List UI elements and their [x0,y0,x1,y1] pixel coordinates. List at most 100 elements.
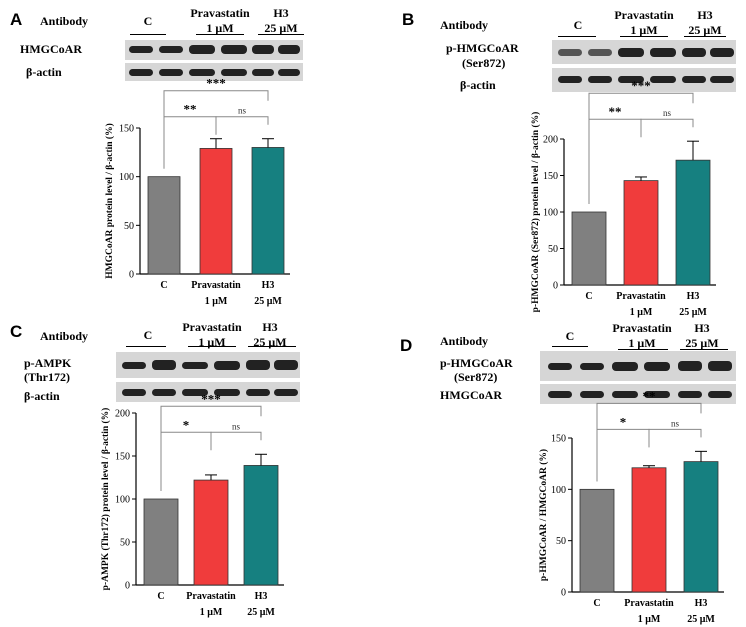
group-underline [188,346,236,347]
bar [675,159,711,286]
group-sublabel-pravastatin: 1 μM [206,21,234,35]
blot-band [246,389,270,396]
blot-band [129,69,153,76]
blot-band [129,46,153,53]
x-tick-label: H3 [262,280,275,291]
group-underline [680,349,728,350]
significance-label: ** [609,104,622,119]
group-underline [684,36,726,37]
bar [143,498,179,586]
blot-label: HMGCoAR [20,42,82,56]
blot-label-2: (Ser872) [462,56,506,70]
y-tick-label: 0 [129,270,134,281]
group-label-pravastatin: Pravastatin [182,320,242,334]
y-tick-label: 150 [551,434,566,445]
blot-band [682,76,706,83]
blot-label: p-HMGCoAR [446,41,519,55]
group-label-h3: H3 [273,6,289,20]
panel-letter: A [10,10,23,29]
group-label-pravastatin: Pravastatin [614,8,674,22]
y-tick-label: 150 [115,452,130,463]
blot-band [708,391,732,398]
group-sublabel-h3: 25 μM [688,23,722,37]
significance-bracket [215,116,269,125]
blot-band [612,362,638,371]
blot-band [159,46,183,53]
group-underline [258,34,304,35]
y-tick-label: 50 [548,244,558,255]
blot-band [618,48,644,57]
x-tick-label: Pravastatin [191,280,241,291]
group-sublabel-h3: 25 μM [264,21,298,35]
x-tick-label: C [585,291,592,302]
blot-band [558,76,582,83]
x-tick-label: C [157,591,164,602]
significance-label: ns [671,418,680,428]
significance-bracket [210,431,262,441]
blot-band [650,76,676,83]
western-blot-strip [540,351,736,381]
x-tick-label: H3 [695,598,708,609]
blot-band [278,69,300,76]
group-sublabel-h3: 25 μM [685,336,719,350]
bar [623,180,659,286]
x-tick-sublabel: 25 μM [679,307,707,318]
y-axis-label: p-HMGCoAR / HMGCoAR (%) [538,449,549,581]
group-underline [618,349,668,350]
western-blot-strip [116,382,300,402]
group-label-h3: H3 [697,8,713,22]
blot-band [221,69,247,76]
significance-bracket [640,118,694,128]
x-tick-label: C [160,280,167,291]
y-axis-label: p-AMPK (Thr172) protein level / β-actin … [100,408,111,591]
group-underline [126,346,166,347]
western-blot-strip [552,40,736,64]
group-label-control: C [565,329,575,343]
group-underline [196,34,244,35]
western-blot-strip [552,68,736,92]
significance-label: * [183,417,190,432]
group-underline [248,346,296,347]
antibody-header: Antibody [40,329,89,343]
y-tick-label: 50 [124,221,134,232]
x-tick-sublabel: 1 μM [205,296,228,307]
group-sublabel-pravastatin: 1 μM [630,23,658,37]
panel-letter: D [400,336,413,355]
group-label-control: C [143,328,153,342]
blot-band [274,389,298,396]
bar [683,461,719,593]
western-blot-strip [540,384,736,404]
blot-band [214,389,240,396]
x-tick-sublabel: 1 μM [200,607,223,618]
blot-band [221,45,247,54]
bar [193,479,229,586]
x-tick-label: Pravastatin [624,598,674,609]
panel-letter: C [10,322,23,341]
x-tick-sublabel: 1 μM [638,614,661,625]
y-tick-label: 50 [556,536,566,547]
blot-band [252,69,274,76]
x-tick-sublabel: 1 μM [630,307,653,318]
bar [631,467,667,593]
antibody-header: Antibody [40,14,89,28]
blot-band [214,361,240,370]
y-tick-label: 0 [561,588,566,599]
western-blot-strip [116,352,300,378]
blot-band [682,48,706,57]
blot-band [558,49,582,56]
blot-label: β-actin [26,65,62,79]
group-sublabel-h3: 25 μM [253,335,287,349]
y-tick-label: 200 [543,135,558,146]
blot-band [650,48,676,57]
group-label-pravastatin: Pravastatin [190,6,250,20]
blot-band [159,69,183,76]
blot-band [644,362,670,371]
group-label-pravastatin: Pravastatin [612,321,672,335]
significance-bracket [588,92,694,204]
significance-bracket [648,428,702,438]
blot-label: p-HMGCoAR [440,356,513,370]
y-axis-label: p-HMGCoAR (Ser872) protein level / β-act… [530,112,541,313]
bar [579,488,615,593]
